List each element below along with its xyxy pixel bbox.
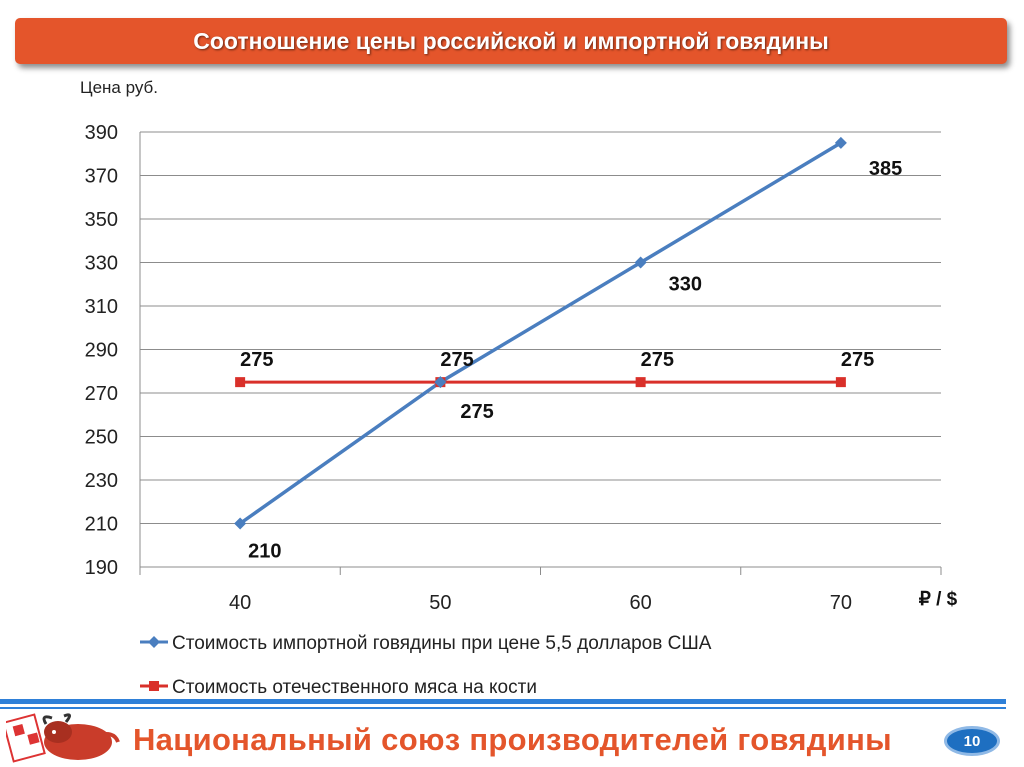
legend-label-domestic: Стоимость отечественного мяса на кости	[172, 677, 537, 698]
import-point	[634, 256, 647, 269]
import-point	[834, 136, 847, 149]
import-data-label: 210	[248, 541, 281, 563]
import-data-label: 330	[669, 274, 702, 296]
title-bar: Соотношение цены российской и импортной …	[15, 18, 1007, 64]
y-tick-label: 390	[85, 122, 118, 144]
import-point	[434, 376, 447, 389]
domestic-data-label: 275	[841, 349, 874, 371]
y-tick-label: 330	[85, 253, 118, 275]
domestic-point	[235, 377, 246, 388]
y-tick-label: 270	[85, 383, 118, 405]
legend-label-import: Стоимость импортной говядины при цене 5,…	[172, 633, 712, 654]
y-tick-label: 290	[85, 340, 118, 362]
page-number-badge: 10	[944, 726, 1000, 756]
y-tick-label: 230	[85, 470, 118, 492]
y-tick-label: 310	[85, 296, 118, 318]
import-point	[234, 517, 247, 530]
y-tick-label: 190	[85, 557, 118, 579]
x-axis-unit-label: ₽ / $	[919, 589, 958, 610]
footer-rule	[0, 699, 1006, 704]
bull-logo-icon	[6, 713, 120, 763]
x-tick-label: 40	[229, 592, 251, 614]
footer-rule-thin	[0, 707, 1006, 709]
org-name: Национальный союз производителей говядин…	[133, 722, 892, 757]
series-line-import	[239, 141, 842, 525]
y-axis-label: Цена руб.	[80, 78, 159, 97]
domestic-data-label: 275	[440, 349, 473, 371]
legend-marker-domestic	[149, 681, 159, 691]
x-tick-label: 50	[429, 592, 451, 614]
domestic-data-label: 275	[240, 349, 273, 371]
page-title: Соотношение цены российской и импортной …	[193, 27, 829, 54]
line-chart: 190 210 230 250 270 290 310 330 350 370 390 40 50 60 7…	[85, 122, 958, 698]
domestic-data-label: 275	[641, 349, 674, 371]
y-tick-label: 210	[85, 514, 118, 536]
legend-marker-import	[148, 636, 160, 648]
y-tick-label: 350	[85, 209, 118, 231]
x-tick-label: 60	[630, 592, 652, 614]
y-tick-label: 370	[85, 166, 118, 188]
x-tick-label: 70	[830, 592, 852, 614]
domestic-point	[635, 377, 646, 388]
import-data-label: 275	[460, 401, 493, 423]
y-tick-label: 250	[85, 427, 118, 449]
domestic-point	[835, 377, 846, 388]
import-data-label: 385	[869, 158, 902, 180]
